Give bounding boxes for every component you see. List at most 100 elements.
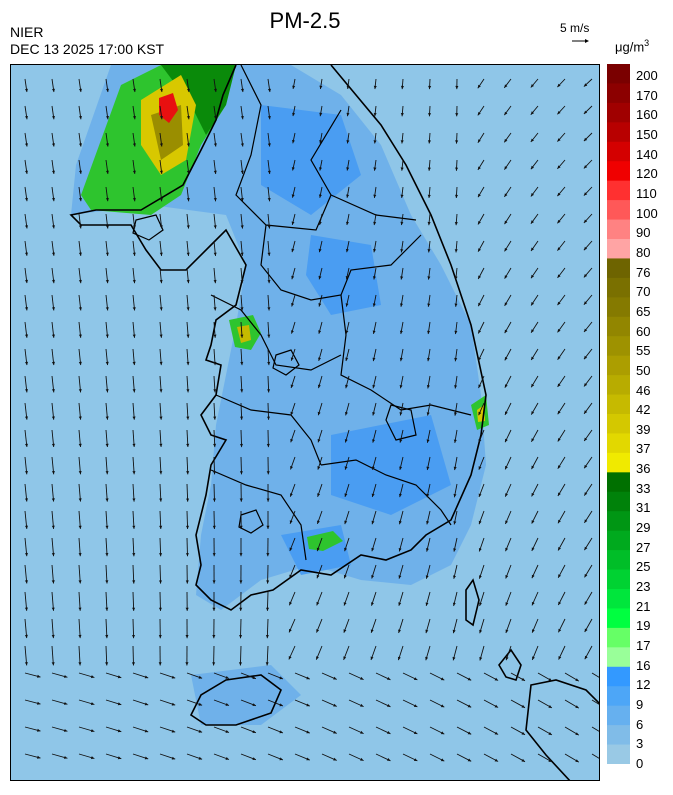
wind-arrow-head-icon	[212, 553, 216, 557]
province-borders	[132, 65, 472, 561]
wind-arrow-head-icon	[212, 662, 216, 666]
wind-arrow-head-icon	[557, 438, 561, 442]
wind-arrow-head-icon	[531, 411, 535, 415]
legend-swatch	[607, 744, 630, 764]
wind-arrow-head-icon	[400, 85, 404, 90]
wind-arrow-head-icon	[25, 88, 28, 92]
wind-arrow-head-icon	[105, 498, 109, 502]
legend-label: 170	[636, 87, 658, 103]
wind-arrow-head-icon	[557, 138, 561, 142]
pm25-map[interactable]	[10, 64, 600, 781]
wind-arrow-head-icon	[132, 361, 136, 366]
wind-arrow-head-icon	[213, 252, 217, 256]
wind-arrow-head-icon	[132, 553, 136, 557]
wind-arrow-head-icon	[105, 143, 109, 147]
wind-arrow-head-icon	[427, 167, 431, 171]
wind-arrow-head-icon	[425, 656, 429, 661]
legend-swatch	[607, 530, 630, 551]
wind-arrow-head-icon	[504, 138, 508, 143]
border-gyeongbuk	[340, 294, 472, 416]
wind-arrow-head-icon	[531, 601, 535, 606]
wind-arrow-head-icon	[78, 498, 82, 502]
wind-arrow-head-icon	[240, 334, 244, 338]
wind-arrow-head-icon	[400, 167, 404, 171]
wind-arrow-head-icon	[371, 575, 375, 579]
wind-arrow-head-icon	[159, 116, 163, 120]
wind-arrow-head-icon	[117, 675, 122, 679]
wind-arrow-head-icon	[106, 116, 109, 120]
wind-arrow-head-icon	[132, 116, 136, 120]
legend-swatch	[607, 569, 630, 590]
wind-arrow-head-icon	[266, 607, 270, 611]
legend-label: 200	[636, 68, 658, 83]
legend-label: 76	[636, 264, 651, 280]
wind-arrow-head-icon	[105, 389, 109, 393]
wind-arrow-head-icon	[558, 519, 561, 524]
wind-arrow-head-icon	[316, 547, 320, 552]
wind-arrow-head-icon	[371, 602, 374, 606]
wind-arrow-head-icon	[186, 525, 189, 529]
wind-arrow-head-icon	[25, 197, 28, 202]
wind-arrow-head-icon	[454, 303, 458, 307]
unit-label: μg/m3	[615, 38, 649, 54]
wind-arrow-head-icon	[413, 758, 418, 761]
wind-arrow-head-icon	[186, 143, 190, 147]
wind-arrow-head-icon	[78, 525, 82, 529]
wind-arrow-head-icon	[213, 361, 217, 366]
wind-arrow-head-icon	[267, 307, 271, 311]
wind-arrow-head-icon	[213, 198, 217, 202]
hotspot-northwest-olive	[151, 105, 183, 160]
wind-arrow-head-icon	[159, 443, 163, 447]
wind-arrow-head-icon	[557, 492, 561, 496]
wind-arrow-head-icon	[557, 111, 561, 115]
wind-arrow-head-icon	[398, 520, 402, 525]
wind-arrow-shaft	[78, 618, 81, 639]
wind-arrow-head-icon	[78, 225, 82, 229]
wind-arrow-head-icon	[558, 601, 562, 606]
wind-arrow-head-icon	[159, 279, 163, 284]
legend-swatch	[607, 686, 630, 707]
wind-arrow-head-icon	[319, 167, 322, 171]
map-canvas	[24, 65, 599, 780]
wind-arrow-head-icon	[387, 677, 391, 680]
legend-swatch	[607, 258, 630, 279]
agency-label: NIER	[10, 24, 44, 40]
wind-arrow-head-icon	[505, 602, 509, 606]
legend-label: 140	[636, 146, 658, 162]
wind-arrow-head-icon	[372, 357, 376, 362]
wind-arrow-head-icon	[360, 757, 364, 761]
wind-arrow-head-icon	[531, 383, 535, 388]
wind-arrow-head-icon	[373, 167, 377, 171]
wind-arrow-head-icon	[171, 729, 176, 733]
wind-arrow-head-icon	[344, 439, 348, 443]
wind-arrow-head-icon	[25, 116, 28, 120]
wind-arrow-head-icon	[213, 334, 217, 338]
wind-arrow-head-icon	[343, 602, 347, 606]
wind-arrow-head-icon	[117, 756, 122, 760]
wind-arrow-head-icon	[132, 279, 136, 284]
wind-arrow-head-icon	[557, 192, 561, 197]
wind-arrow-head-icon	[372, 412, 376, 416]
wind-arrow-head-icon	[454, 385, 458, 389]
wind-arrow-head-icon	[132, 389, 136, 393]
wind-arrow-head-icon	[239, 607, 243, 611]
wind-arrow-head-icon	[240, 198, 244, 202]
wind-arrow-head-icon	[105, 662, 109, 666]
wind-arrow-head-icon	[24, 634, 28, 639]
wind-arrow-head-icon	[454, 249, 458, 253]
wind-arrow-head-icon	[225, 757, 229, 760]
wind-arrow-head-icon	[584, 328, 588, 332]
legend-label: 3	[636, 736, 644, 752]
wind-arrow-head-icon	[290, 493, 293, 497]
wind-arrow-head-icon	[504, 329, 508, 334]
wind-arrow-head-icon	[292, 139, 295, 144]
wind-arrow-head-icon	[198, 729, 203, 733]
wind-arrow-head-icon	[186, 307, 190, 311]
wind-arrow-head-icon	[266, 498, 270, 502]
wind-arrow-head-icon	[428, 113, 432, 117]
wind-arrow-head-icon	[584, 383, 588, 387]
wind-arrow-head-icon	[213, 143, 217, 147]
wind-arrow-head-icon	[78, 471, 82, 475]
wind-arrow-head-icon	[318, 275, 322, 280]
border-gwangju	[238, 509, 264, 534]
